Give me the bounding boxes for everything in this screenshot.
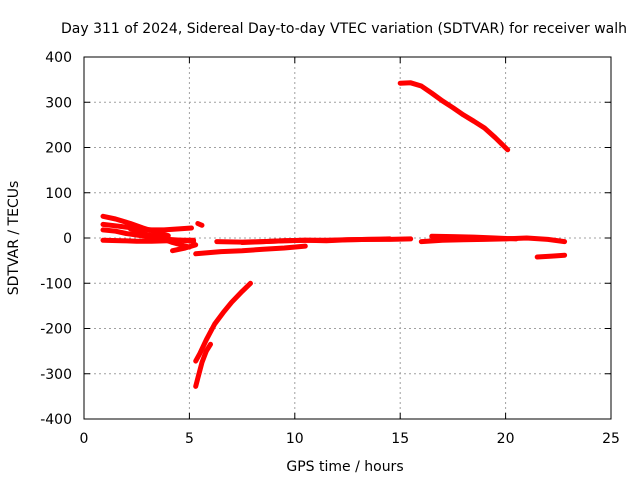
- y-tick-label: -300: [40, 367, 72, 383]
- y-tick-label: 300: [45, 95, 72, 111]
- series-line-s10: [239, 236, 393, 245]
- data-series: [100, 80, 568, 389]
- y-tick-label: 400: [45, 50, 72, 66]
- plot-frame: [83, 56, 612, 420]
- series-line-s13: [503, 235, 568, 245]
- y-tick-label: -200: [40, 322, 72, 338]
- series-line-s16: [193, 280, 253, 364]
- x-tick-label: 10: [286, 431, 304, 447]
- series-line-s2: [100, 221, 194, 233]
- series-line-s5: [127, 226, 192, 250]
- chart-title: Day 311 of 2024, Sidereal Day-to-day VTE…: [61, 21, 627, 37]
- x-axis-label: GPS time / hours: [286, 459, 403, 475]
- series-line-s8: [193, 243, 308, 257]
- series-line-s17: [193, 341, 213, 389]
- series-line-s7: [195, 221, 205, 228]
- series-line-s15: [397, 80, 511, 153]
- series-line-s4: [100, 237, 197, 244]
- x-tick-label: 0: [80, 431, 89, 447]
- y-tick-label: 200: [45, 141, 72, 157]
- series-line-s12: [429, 233, 519, 242]
- x-tick-label: 20: [497, 431, 515, 447]
- series-line-s14: [534, 252, 568, 260]
- y-tick-label: 100: [45, 186, 72, 202]
- series-line-s6: [170, 242, 199, 254]
- x-tick-label: 5: [185, 431, 194, 447]
- series-line-s1: [100, 213, 171, 239]
- y-tick-label: -100: [40, 276, 72, 292]
- y-tick-label: -400: [40, 412, 72, 428]
- y-tick-label: 0: [63, 231, 72, 247]
- x-tick-label: 25: [602, 431, 620, 447]
- axis-ticks: 0 5 10 15 20 25 -400 -300 -200 -100 0 100 200 300 400: [40, 50, 620, 447]
- y-axis-label: SDTVAR / TECUs: [6, 181, 22, 296]
- x-tick-label: 15: [391, 431, 409, 447]
